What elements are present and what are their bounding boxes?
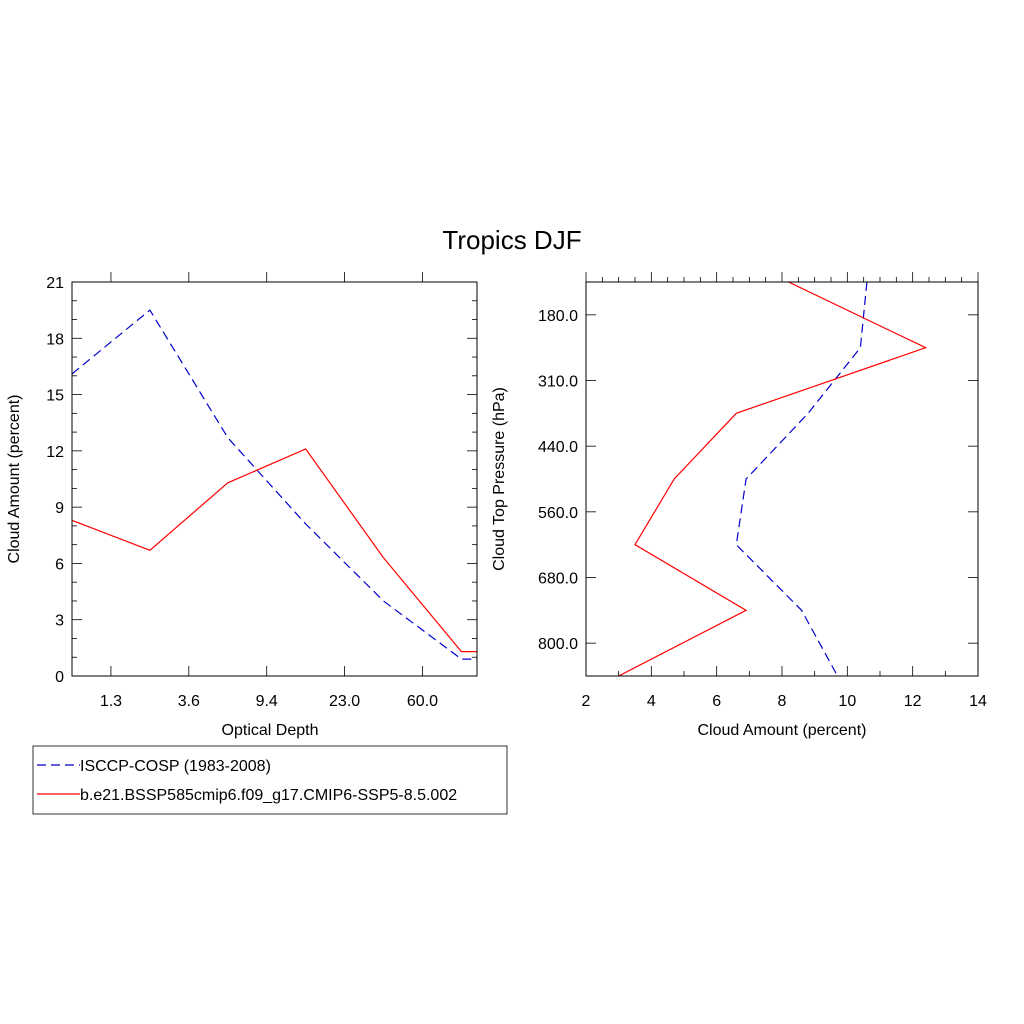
legend-label-model: b.e21.BSSP585cmip6.f09_g17.CMIP6-SSP5-8.… xyxy=(80,787,457,804)
legend: ISCCP-COSP (1983-2008) b.e21.BSSP585cmip… xyxy=(32,745,508,815)
right-y-tick-label: 800.0 xyxy=(538,636,578,653)
left-x-tick-label: 23.0 xyxy=(329,693,360,710)
right-x-tick-label: 4 xyxy=(647,693,656,710)
right-y-axis-title: Cloud Top Pressure (hPa) xyxy=(491,387,508,571)
left-x-tick-label: 9.4 xyxy=(256,693,278,710)
left-x-tick-label: 60.0 xyxy=(407,693,438,710)
right-y-tick-label: 310.0 xyxy=(538,374,578,391)
right-x-tick-label: 2 xyxy=(582,693,591,710)
left-series-line-obs xyxy=(72,309,477,660)
right-y-tick-label: 180.0 xyxy=(538,308,578,325)
left-y-tick-label: 6 xyxy=(55,556,64,573)
right-x-tick-label: 6 xyxy=(712,693,721,710)
optical-depth-panel: Optical Depth Cloud Amount (percent) 0 3 6… xyxy=(6,272,478,739)
left-x-tick-label: 1.3 xyxy=(100,693,122,710)
left-x-tick-label: 3.6 xyxy=(178,693,200,710)
left-y-tick-label: 15 xyxy=(46,388,64,405)
right-x-tick-label: 10 xyxy=(838,693,856,710)
legend-label-obs: ISCCP-COSP (1983-2008) xyxy=(80,758,271,775)
left-y-tick-label: 21 xyxy=(46,275,64,292)
left-y-tick-label: 0 xyxy=(55,669,64,686)
right-x-axis-title: Cloud Amount (percent) xyxy=(698,722,867,739)
left-x-axis-title: Optical Depth xyxy=(222,722,319,739)
right-y-tick-label: 440.0 xyxy=(538,439,578,456)
right-y-tick-label: 560.0 xyxy=(538,505,578,522)
left-y-tick-label: 3 xyxy=(55,613,64,630)
legend-box xyxy=(32,745,508,815)
chart-title: Tropics DJF xyxy=(442,225,581,255)
right-plot-frame xyxy=(585,281,979,677)
right-y-tick-label: 680.0 xyxy=(538,571,578,588)
left-y-tick-label: 12 xyxy=(46,444,64,461)
left-y-tick-label: 9 xyxy=(55,500,64,517)
right-series-line-obs xyxy=(735,282,868,676)
right-x-tick-label: 8 xyxy=(778,693,787,710)
right-series-line-model xyxy=(618,282,928,676)
left-plot-frame xyxy=(71,281,478,677)
left-y-axis-title: Cloud Amount (percent) xyxy=(6,395,23,564)
right-x-tick-label: 12 xyxy=(904,693,922,710)
left-y-tick-label: 18 xyxy=(46,331,64,348)
left-series-line-model xyxy=(72,448,477,653)
right-x-tick-label: 14 xyxy=(969,693,987,710)
cloud-top-pressure-panel: Cloud Amount (percent) Cloud Top Pressur… xyxy=(491,272,987,739)
